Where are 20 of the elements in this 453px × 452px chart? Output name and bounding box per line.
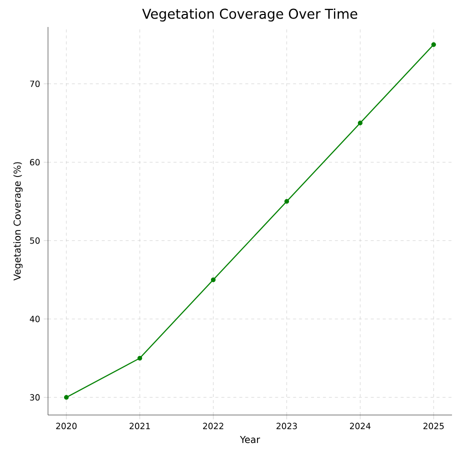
x-tick-label: 2024 <box>350 422 371 430</box>
y-tick-label: 40 <box>30 316 40 322</box>
x-tick-label: 2022 <box>203 422 224 430</box>
x-tick-label: 2023 <box>276 422 297 430</box>
point <box>431 42 436 47</box>
point <box>358 120 363 126</box>
y-tick-label: 30 <box>30 394 40 401</box>
x-axis-title: Year <box>240 436 260 444</box>
x-tick-label: 2021 <box>130 422 150 430</box>
chart-title: Vegetation Coverage Over Time <box>142 8 358 22</box>
point <box>64 395 69 400</box>
point <box>284 199 290 204</box>
point <box>137 356 142 361</box>
y-tick-label: 60 <box>30 158 40 166</box>
x-tick-label: 2025 <box>423 422 444 430</box>
y-axis-title: Vegetation Coverage (%) <box>13 162 23 281</box>
y-tick-label: 70 <box>30 80 40 88</box>
point <box>210 277 216 282</box>
y-tick-label: 50 <box>30 237 40 244</box>
x-tick-label: 2020 <box>56 422 77 430</box>
